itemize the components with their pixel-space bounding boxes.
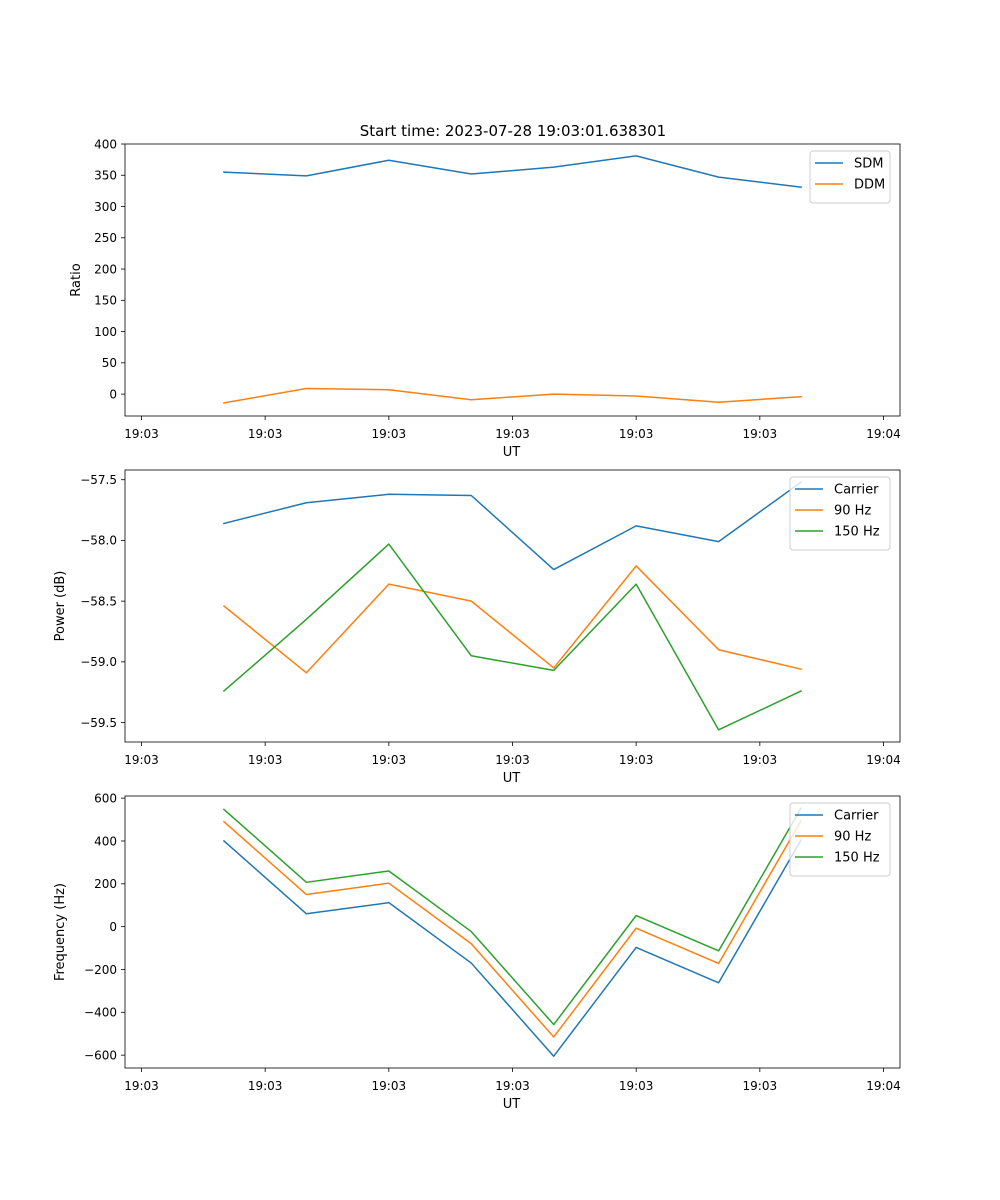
x-tick-label: 19:03	[743, 427, 778, 441]
y-tick-label: 0	[109, 920, 117, 934]
y-tick-label: 350	[94, 169, 117, 183]
y-axis-label: Ratio	[69, 263, 84, 296]
legend-frame	[809, 150, 891, 204]
x-tick-label: 19:03	[248, 1079, 283, 1093]
legend-label: DDM	[854, 178, 885, 193]
y-tick-label: −59.0	[80, 655, 117, 669]
x-tick-label: 19:03	[495, 753, 530, 767]
y-tick-label: −58.5	[80, 594, 117, 608]
x-tick-label: 19:03	[372, 427, 407, 441]
x-tick-label: 19:03	[619, 427, 654, 441]
series-line-carrier	[223, 481, 803, 571]
x-tick-label: 19:03	[124, 753, 159, 767]
series-line-150-hz	[222, 807, 803, 1026]
legend-label: 150 Hz	[834, 851, 880, 866]
series-line-90-hz	[222, 819, 803, 1038]
y-tick-label: −200	[84, 963, 117, 977]
x-axis-label: UT	[503, 771, 521, 786]
legend: SDM DDM	[809, 150, 891, 204]
x-axis-label: UT	[503, 445, 521, 460]
y-tick-label: −400	[84, 1006, 117, 1020]
x-tick-label: 19:03	[248, 753, 283, 767]
y-axis-label: Power (dB)	[53, 571, 68, 642]
legend-label: Carrier	[834, 483, 879, 498]
series-line-sdm	[223, 155, 802, 188]
x-tick-label: 19:04	[866, 753, 901, 767]
x-tick-label: 19:03	[743, 753, 778, 767]
y-axis-label: Frequency (Hz)	[53, 883, 68, 981]
y-tick-label: −57.5	[80, 473, 117, 487]
y-tick-label: −59.5	[80, 716, 117, 730]
y-tick-label: 400	[94, 137, 117, 151]
x-tick-label: 19:03	[743, 1079, 778, 1093]
y-tick-label: 0	[109, 387, 117, 401]
x-tick-label: 19:03	[248, 427, 283, 441]
y-tick-label: 400	[94, 834, 117, 848]
y-tick-label: 100	[94, 325, 117, 339]
series-line-150-hz	[222, 543, 803, 731]
x-tick-label: 19:03	[619, 753, 654, 767]
x-tick-label: 19:04	[866, 427, 901, 441]
legend-label: 90 Hz	[834, 830, 871, 845]
subplots: 19:03 19:03 19:03 19:03 19:03 19:03 19:04 0 50 10…	[53, 137, 901, 1112]
x-tick-label: 19:03	[372, 1079, 407, 1093]
y-tick-label: 200	[94, 877, 117, 891]
y-tick-label: 300	[94, 200, 117, 214]
x-tick-label: 19:03	[124, 427, 159, 441]
legend-label: 90 Hz	[834, 504, 871, 519]
y-tick-label: 250	[94, 231, 117, 245]
y-tick-label: 50	[102, 356, 117, 370]
legend-label: Carrier	[834, 809, 879, 824]
x-axis-label: UT	[503, 1097, 521, 1112]
legend: Carrier 90 Hz 150 Hz	[789, 802, 891, 877]
x-tick-label: 19:03	[124, 1079, 159, 1093]
x-tick-label: 19:04	[866, 1079, 901, 1093]
x-tick-label: 19:03	[372, 753, 407, 767]
series-line-ddm	[223, 387, 802, 404]
subplot-1: 19:03 19:03 19:03 19:03 19:03 19:03 19:04 0 50 10…	[69, 137, 901, 460]
subplot-2: 19:03 19:03 19:03 19:03 19:03 19:03 19:04 −59.5…	[53, 469, 901, 786]
y-tick-label: 600	[94, 791, 117, 805]
subplot-3: 19:03 19:03 19:03 19:03 19:03 19:03 19:04 −600 −…	[53, 791, 901, 1112]
legend: Carrier 90 Hz 150 Hz	[789, 476, 891, 551]
y-tick-label: −58.0	[80, 534, 117, 548]
y-tick-label: 200	[94, 262, 117, 276]
legend-label: 150 Hz	[834, 525, 880, 540]
legend-label: SDM	[854, 157, 883, 172]
x-tick-label: 19:03	[495, 427, 530, 441]
series-line-90-hz	[222, 565, 802, 674]
x-tick-label: 19:03	[619, 1079, 654, 1093]
y-tick-label: 150	[94, 294, 117, 308]
x-tick-label: 19:03	[495, 1079, 530, 1093]
y-tick-label: −600	[84, 1048, 117, 1062]
series-line-carrier	[222, 838, 803, 1057]
figure-title: Start time: 2023-07-28 19:03:01.638301	[360, 122, 666, 140]
